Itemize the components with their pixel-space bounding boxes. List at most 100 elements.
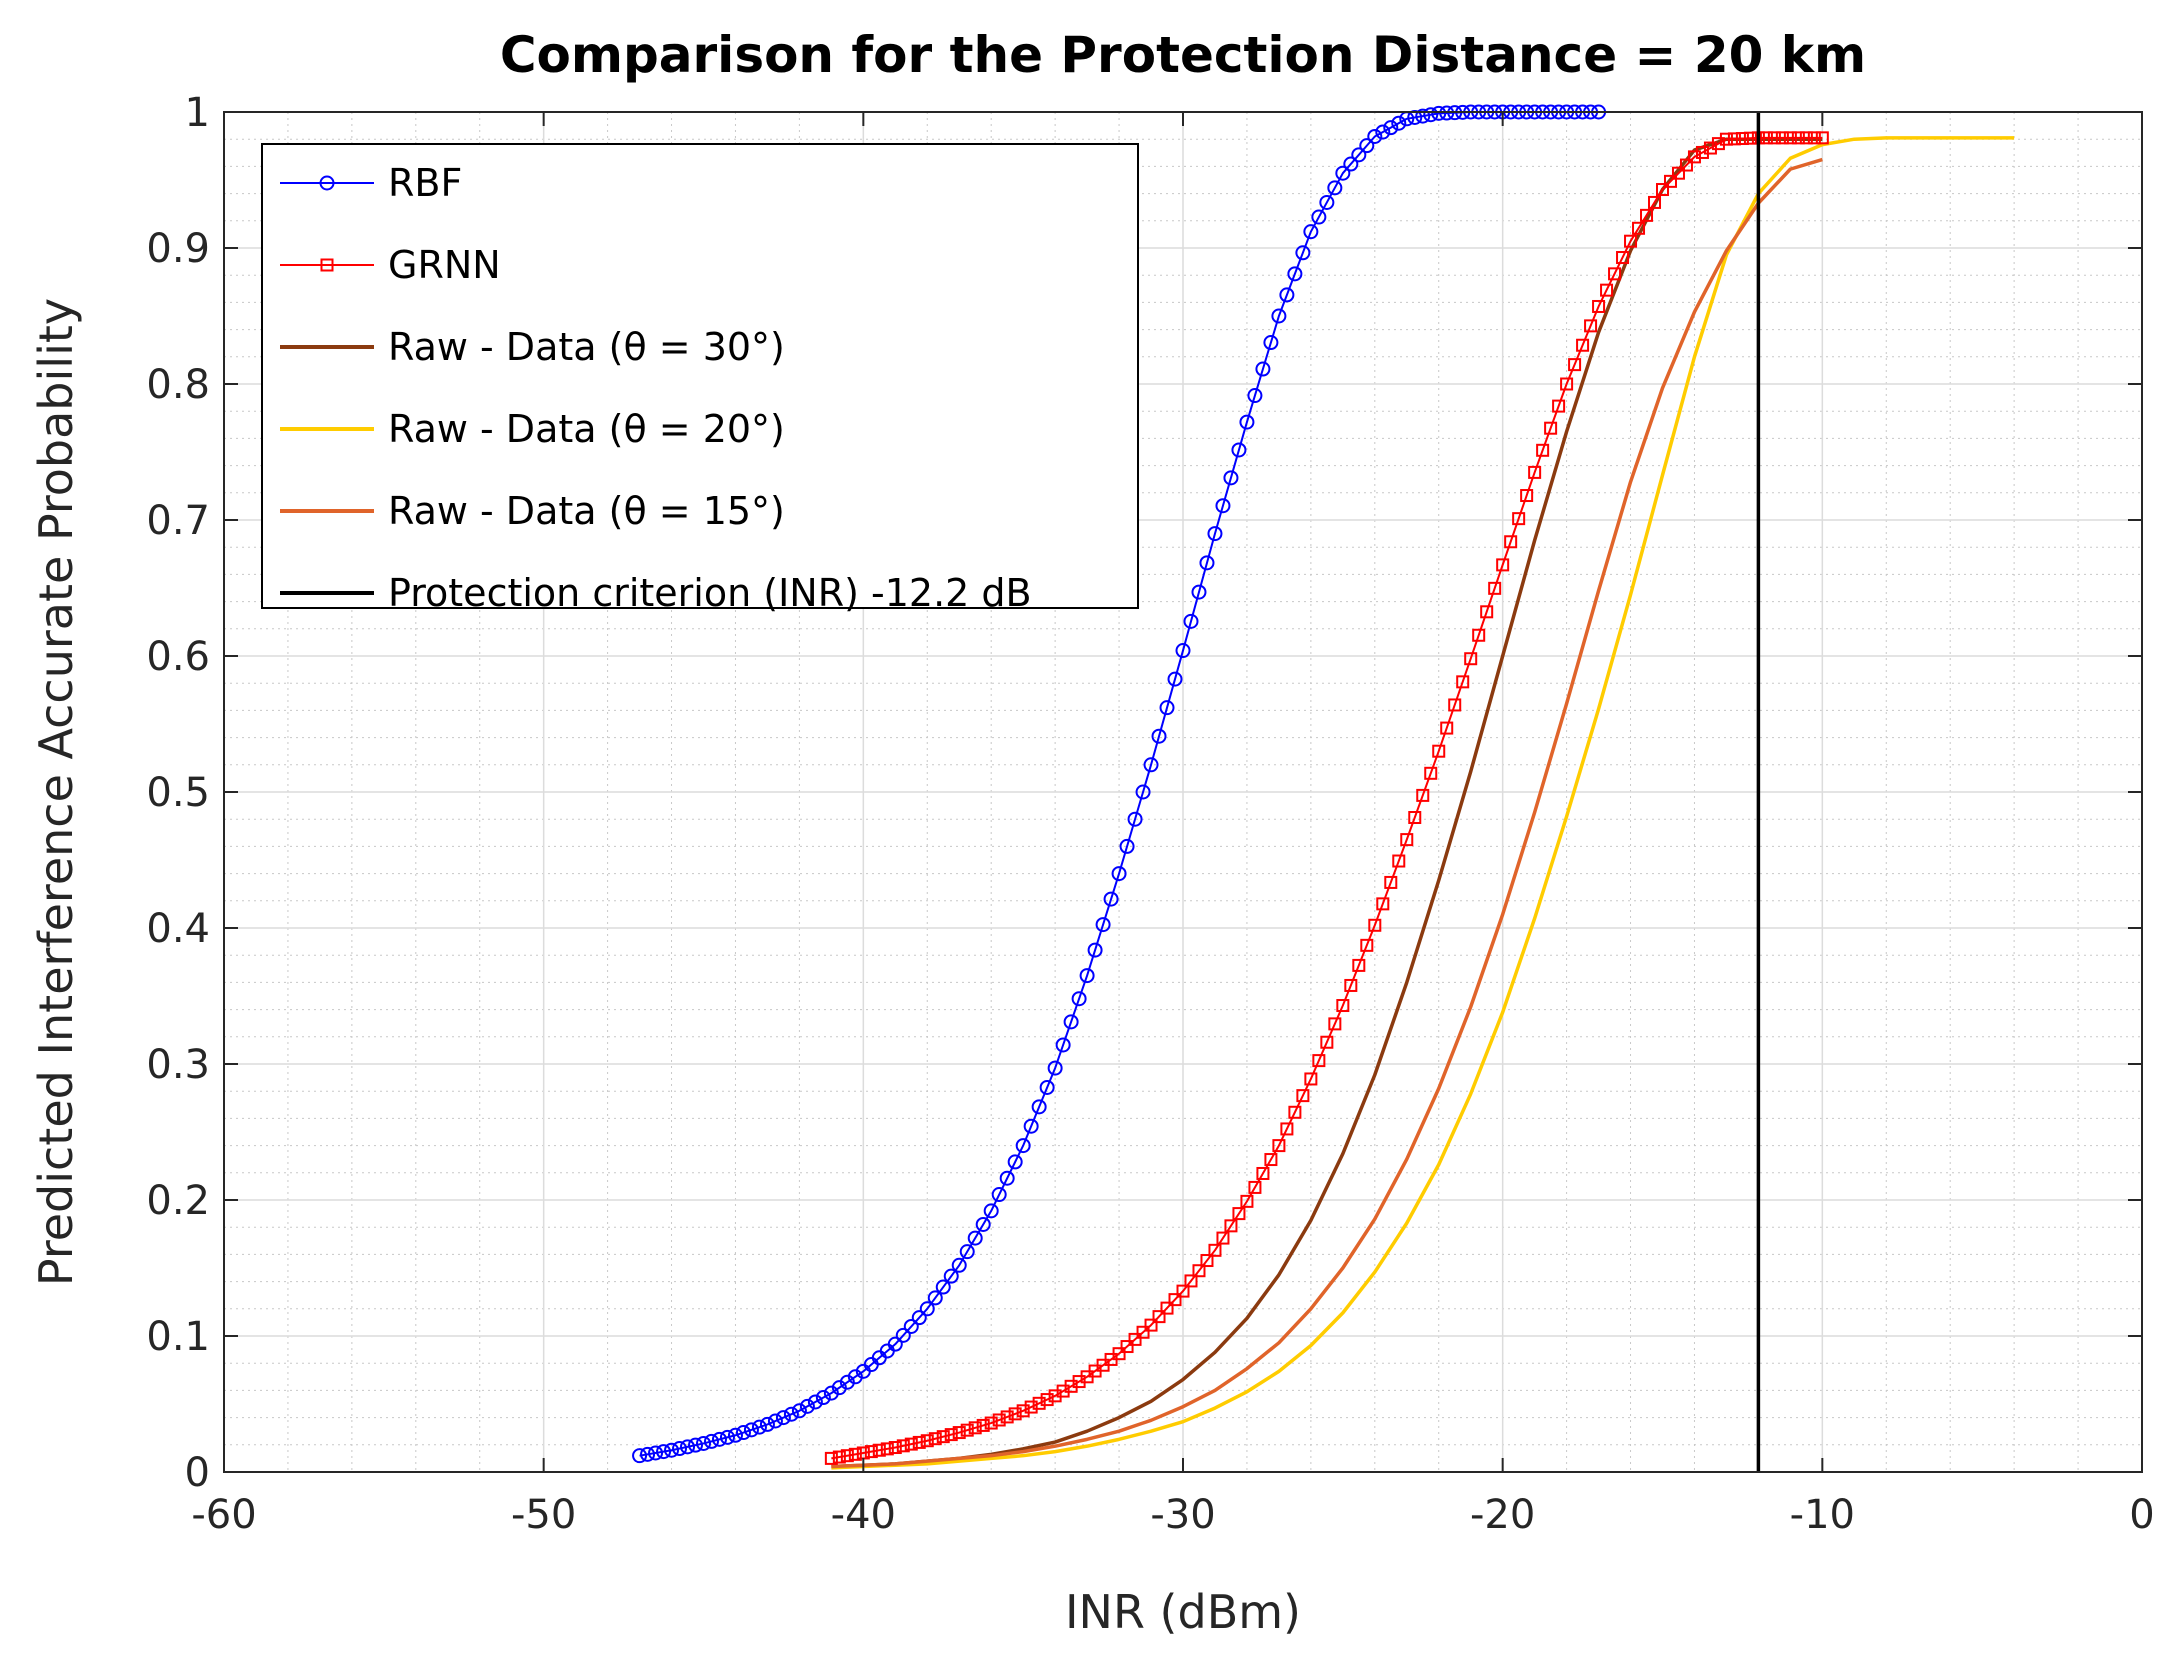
series-1-marker (1016, 1404, 1030, 1418)
x-axis-title: INR (dBm) (1065, 1585, 1301, 1639)
series-1-marker (1200, 1254, 1214, 1268)
series-1-marker (1440, 721, 1454, 735)
series-0-marker (696, 1435, 711, 1451)
series-1-marker (1456, 675, 1470, 689)
series-1-marker (1480, 605, 1494, 619)
series-0-marker (895, 1327, 911, 1343)
series-1-marker (1536, 443, 1550, 457)
series-0-marker (632, 1448, 648, 1464)
x-tick-label: 0 (2129, 1492, 2154, 1538)
series-0-marker (743, 1422, 759, 1438)
series-1-marker (1624, 234, 1638, 248)
series-1-marker (1448, 698, 1462, 712)
legend-label-0: RBF (388, 161, 462, 205)
series-1-marker (1408, 811, 1422, 824)
series-1-marker (1520, 489, 1534, 503)
series-0-marker (991, 1187, 1007, 1203)
series-1-marker (1184, 1274, 1198, 1288)
series-1-marker (920, 1434, 934, 1448)
series-1-marker (1799, 131, 1813, 145)
series-1-marker (1663, 174, 1677, 188)
series-0-marker (1367, 128, 1383, 144)
series-0-marker (1279, 287, 1295, 303)
series-0-marker (1175, 643, 1191, 659)
series-1-marker (848, 1447, 862, 1461)
x-tick-label: -50 (511, 1492, 576, 1538)
series-1-marker (1320, 1035, 1334, 1049)
series-0-marker (1231, 442, 1247, 458)
series-0-marker (975, 1216, 991, 1232)
series-1-marker (976, 1418, 990, 1432)
series-0-marker (967, 1230, 983, 1246)
legend-label-2: Raw - Data (θ = 30°) (388, 325, 785, 369)
series-1-marker (1032, 1396, 1046, 1410)
series-0-marker (951, 1257, 967, 1273)
series-0-marker (959, 1244, 975, 1260)
series-1-marker (928, 1432, 942, 1446)
series-0-marker (783, 1406, 799, 1422)
series-0-marker (688, 1437, 704, 1453)
series-1-marker (1791, 131, 1805, 145)
series-1-marker (1312, 1054, 1326, 1068)
legend-box (261, 143, 1139, 609)
series-1-marker (1144, 1318, 1158, 1332)
legend-item-2: Raw - Data (θ = 30°) (280, 325, 785, 369)
series-1-marker (1528, 465, 1542, 479)
series-1-marker (1304, 1072, 1318, 1086)
series-0-marker (1263, 335, 1279, 351)
legend-item-0: RBF (280, 161, 462, 205)
series-1-marker (1432, 744, 1446, 758)
y-tick-label: 0.4 (146, 906, 210, 952)
x-tick-label: -10 (1790, 1492, 1855, 1538)
series-0-marker (1191, 584, 1207, 600)
series-0-marker (1391, 115, 1407, 131)
series-1-marker (1120, 1340, 1134, 1354)
series-1-marker (840, 1449, 854, 1463)
series-0-marker (656, 1444, 672, 1460)
series-1-marker (832, 1450, 846, 1464)
series-1-marker (968, 1421, 982, 1435)
series-1-marker (1656, 183, 1669, 197)
series-1-marker (1040, 1393, 1054, 1407)
series-1-marker (824, 1451, 838, 1465)
series-1-marker (1024, 1400, 1038, 1414)
series-0-marker (1015, 1138, 1031, 1154)
series-0-marker (1407, 109, 1423, 125)
series-1-marker (1703, 141, 1717, 155)
series-1-marker (1568, 358, 1582, 372)
series-1-marker (1160, 1301, 1174, 1315)
series-0-marker (1127, 811, 1143, 827)
series-0-marker (727, 1427, 743, 1443)
series-0-marker (1431, 105, 1447, 121)
series-1-marker (864, 1445, 878, 1459)
series-1-marker (1192, 1264, 1206, 1278)
legend-item-5: Protection criterion (INR) -12.2 dB (280, 571, 1032, 615)
y-axis-ticks: 0 0.1 0.2 0.3 0.4 0.5 0.6 0.7 0.8 0.9 1 (146, 90, 2142, 1496)
series-1-marker (1648, 195, 1662, 209)
series-1-marker (984, 1416, 998, 1430)
series-0-marker (983, 1203, 999, 1219)
series-1-marker (1296, 1089, 1310, 1103)
series-0-marker (1135, 784, 1151, 800)
series-1-marker (1112, 1347, 1126, 1361)
series-1-marker (944, 1428, 958, 1442)
legend-label-4: Raw - Data (θ = 15°) (388, 489, 785, 533)
series-0-marker (1327, 180, 1343, 196)
series-0-marker (1023, 1118, 1039, 1134)
series-0-marker (672, 1441, 688, 1457)
series-0-marker (1063, 1014, 1079, 1030)
legend-item-1: GRNN (280, 243, 501, 287)
series-1-marker (992, 1413, 1006, 1427)
series-1-marker (1328, 1017, 1342, 1031)
y-tick-label: 1 (185, 90, 210, 136)
x-axis-ticks: -60 -50 -40 -30 -20 -10 0 (191, 112, 2155, 1538)
series-0-marker (751, 1419, 767, 1435)
series-1-marker (1352, 958, 1366, 972)
series-0-marker (1343, 156, 1359, 172)
series-1-marker (1376, 897, 1390, 911)
series-1-marker (1360, 938, 1374, 952)
series-0-marker (807, 1394, 823, 1410)
series-0-marker (911, 1310, 927, 1326)
series-1-marker (1128, 1332, 1142, 1346)
series-0-marker (1311, 209, 1327, 225)
